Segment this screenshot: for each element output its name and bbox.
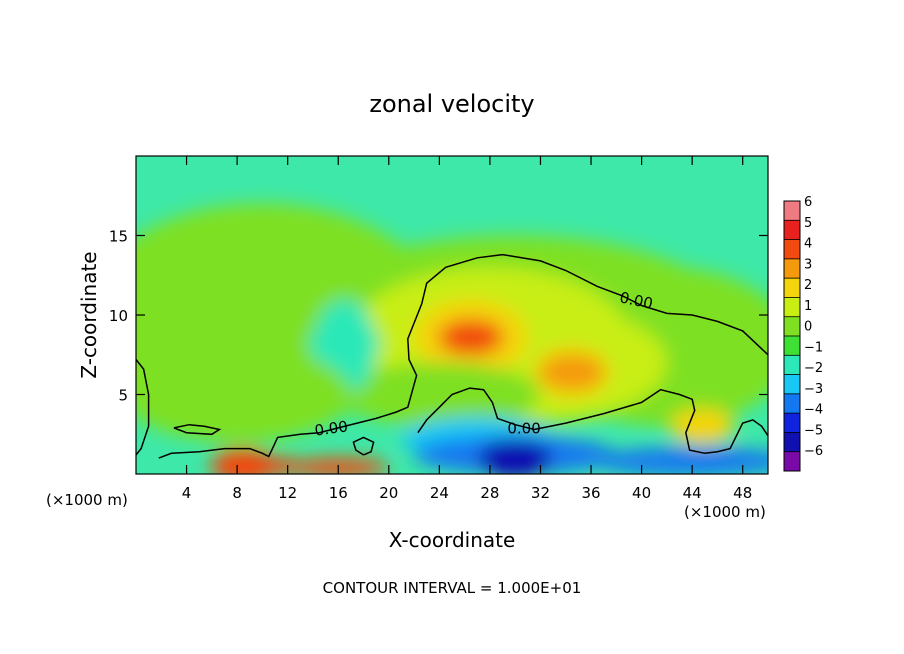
colorbar-swatch	[784, 201, 800, 221]
colorbar-swatch	[784, 374, 800, 395]
y-axis-label: Z-coordinate	[77, 251, 101, 378]
colorbar-swatch	[784, 297, 800, 318]
colorbar-swatch	[784, 413, 800, 433]
x-tick-label: 16	[329, 484, 348, 502]
x-axis-label: X-coordinate	[389, 528, 516, 552]
x-tick-label: 20	[379, 484, 398, 502]
colorbar-swatch	[784, 220, 800, 241]
extremum-max	[539, 354, 605, 391]
colorbar-swatch	[784, 258, 800, 279]
colorbar-swatch	[784, 393, 800, 414]
chart-title: zonal velocity	[369, 90, 534, 118]
field-region	[136, 346, 351, 443]
x-tick-label: 4	[182, 484, 192, 502]
colorbar-swatch	[784, 336, 800, 356]
zero-contour-left	[136, 359, 150, 456]
colorbar-label: −1	[804, 340, 823, 355]
colorbar-swatch	[784, 432, 800, 453]
x-tick-label: 28	[480, 484, 499, 502]
colorbar-swatch	[784, 278, 800, 298]
contour-label: 0.00	[507, 419, 540, 437]
colorbar-label: −3	[804, 382, 823, 397]
contour-interval-note: CONTOUR INTERVAL = 1.000E+01	[323, 579, 582, 597]
extremum-min	[478, 438, 552, 474]
x-unit-label-left: (×1000 m)	[46, 491, 128, 509]
x-tick-label: 24	[430, 484, 449, 502]
heatmap-field	[136, 156, 768, 474]
colorbar: 6 5 4 3 2 1 0 −1 −2 −3 −4 −5 −6	[783, 195, 823, 472]
x-tick-label: 40	[632, 484, 651, 502]
extremum-min	[308, 323, 381, 364]
colorbar-label: 5	[804, 216, 812, 231]
field-region	[218, 456, 307, 474]
y-tick-label: 15	[109, 228, 128, 246]
colorbar-swatch	[784, 239, 800, 260]
colorbar-swatch	[784, 316, 800, 337]
colorbar-label: 1	[804, 299, 812, 314]
extremum-max	[669, 408, 735, 445]
zero-contour-small	[352, 436, 375, 456]
x-unit-label-right: (×1000 m)	[684, 503, 766, 521]
x-tick-label: 8	[232, 484, 242, 502]
y-tick-label: 10	[109, 307, 128, 325]
colorbar-label: −4	[804, 403, 823, 418]
x-tick-label: 44	[683, 484, 702, 502]
colorbar-label: 0	[804, 320, 812, 335]
x-tick-label: 36	[581, 484, 600, 502]
colorbar-swatch	[784, 451, 800, 472]
extremum-max	[438, 319, 504, 356]
zero-contour-lower	[417, 387, 768, 455]
colorbar-label: 3	[804, 257, 812, 272]
colorbar-label: −2	[804, 361, 823, 376]
colorbar-label: 6	[804, 195, 812, 210]
colorbar-label: −5	[804, 423, 823, 438]
zero-contour-main	[158, 253, 768, 459]
zero-contour-small	[173, 423, 222, 436]
y-tick-label: 5	[118, 387, 128, 405]
colorbar-swatch	[784, 355, 800, 376]
colorbar-label: 4	[804, 237, 812, 252]
field-region	[591, 446, 768, 474]
colorbar-label: −6	[804, 444, 823, 459]
x-tick-label: 32	[531, 484, 550, 502]
contour-label: 0.00	[313, 417, 349, 439]
colorbar-label: 2	[804, 278, 812, 293]
x-tick-label: 12	[278, 484, 297, 502]
field-region	[338, 362, 541, 427]
x-tick-label: 48	[733, 484, 752, 502]
